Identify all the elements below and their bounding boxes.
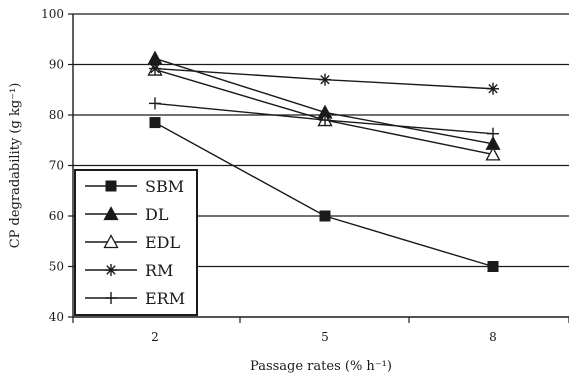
y-tick-label-50: 50 [49, 260, 64, 274]
legend-marker-rm [105, 264, 117, 276]
y-tick-label-70: 70 [49, 159, 64, 173]
legend-item-erm: ERM [85, 289, 185, 308]
legend-label-dl: DL [145, 205, 169, 224]
legend-marker-sbm [105, 180, 117, 192]
axes [68, 13, 569, 323]
point-rm-5 [319, 73, 331, 86]
y-axis-title: CP degradability (g kg⁻¹) [8, 83, 23, 249]
legend-label-sbm: SBM [145, 177, 184, 196]
y-tick-label-80: 80 [49, 108, 64, 122]
point-sbm-2-shape [149, 117, 161, 129]
legend-marker-dl-shape [103, 206, 119, 221]
point-sbm-5 [319, 210, 331, 222]
series-dl [147, 50, 501, 150]
point-rm-2 [149, 62, 161, 75]
point-sbm-5-shape [319, 210, 331, 222]
x-tick-label-2: 2 [151, 330, 159, 344]
legend-marker-edl [103, 234, 119, 249]
legend-marker-sbm-shape [105, 180, 117, 192]
tick-labels: 40 50 60 70 80 90 100 2 5 8 [41, 7, 497, 344]
series-lines [147, 50, 501, 272]
legend-item-sbm: SBM [85, 177, 184, 196]
legend-marker-dl [103, 206, 119, 221]
legend-marker-edl-shape [103, 234, 119, 249]
point-edl-8-shape [485, 146, 501, 161]
y-tick-label-90: 90 [49, 58, 64, 72]
x-axis-title: Passage rates (% h⁻¹) [250, 359, 392, 374]
x-tick-label-5: 5 [321, 330, 329, 344]
point-erm-2 [149, 97, 161, 110]
point-sbm-2 [149, 117, 161, 129]
point-sbm-8-shape [487, 261, 499, 272]
point-edl-8 [485, 146, 501, 161]
series-sbm [149, 117, 499, 272]
legend-marker-erm [105, 292, 117, 304]
y-tick-label-60: 60 [49, 209, 64, 223]
point-erm-8 [487, 127, 499, 140]
point-rm-8 [487, 82, 499, 95]
legend-label-edl: EDL [145, 233, 181, 252]
point-sbm-8 [487, 261, 499, 272]
x-tick-label-8: 8 [489, 330, 497, 344]
legend-item-dl: DL [85, 205, 169, 224]
series-rm [149, 62, 499, 95]
y-tick-label-40: 40 [49, 310, 64, 324]
legend: SBM DL EDL RM ERM [74, 169, 198, 316]
y-tick-label-100: 100 [41, 7, 64, 21]
legend-label-erm: ERM [145, 289, 185, 308]
legend-item-edl: EDL [85, 233, 181, 252]
series-erm [149, 97, 499, 140]
point-erm-5 [319, 114, 331, 127]
legend-label-rm: RM [145, 261, 173, 280]
legend-item-rm: RM [85, 261, 173, 280]
